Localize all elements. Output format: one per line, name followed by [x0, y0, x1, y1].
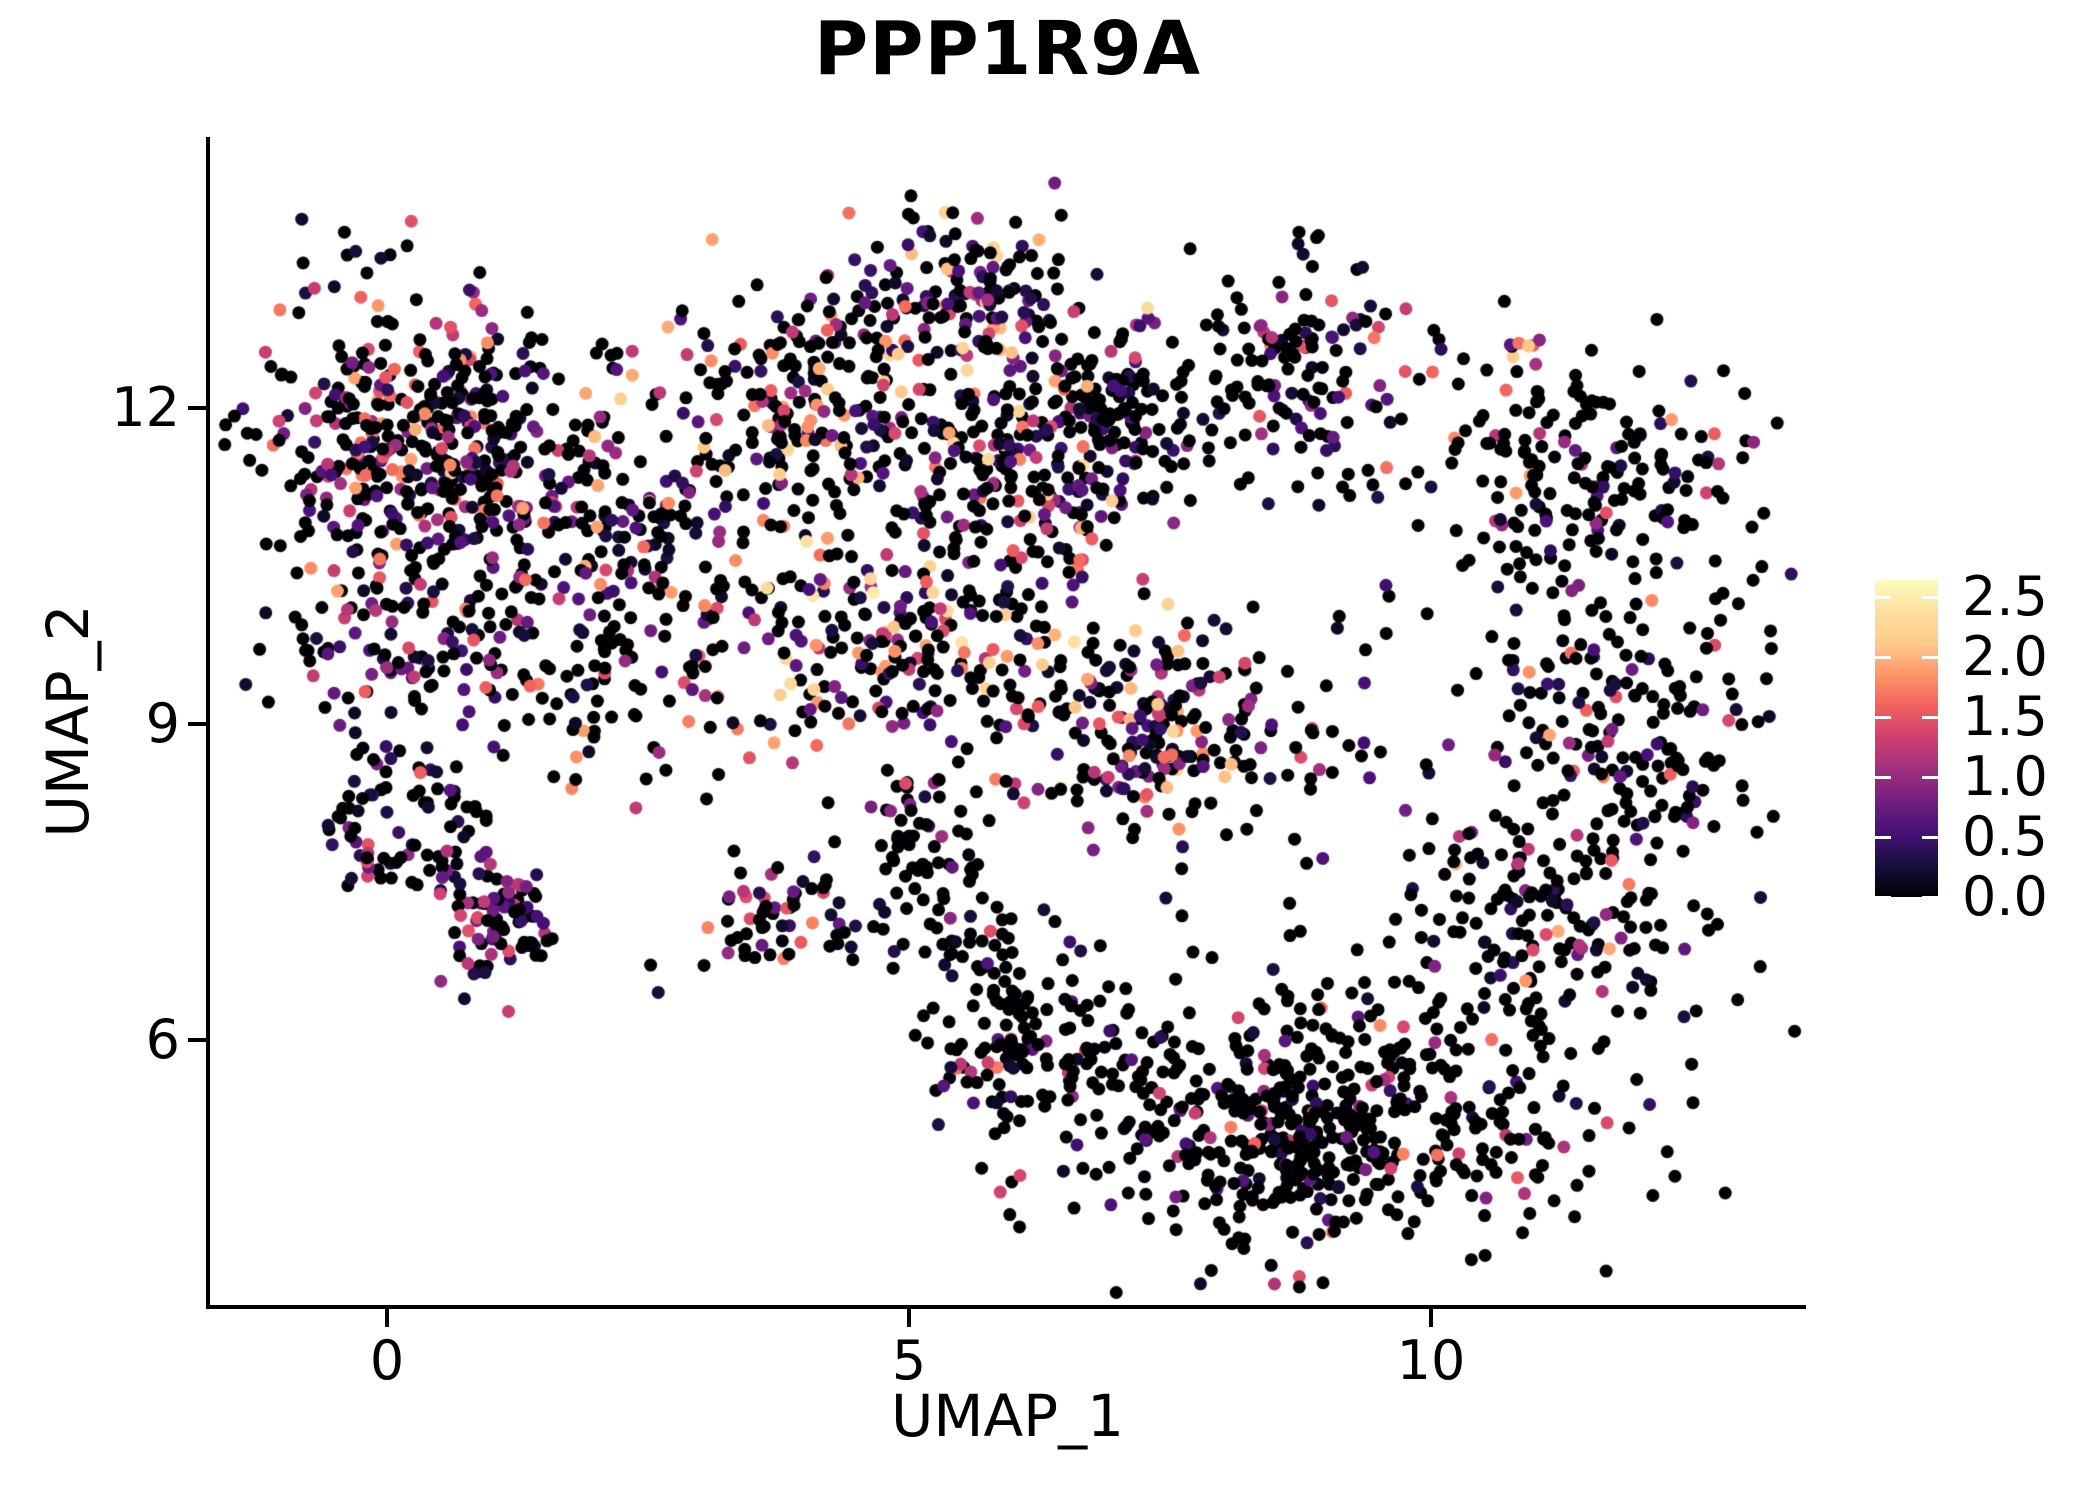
y-tick-mark [188, 721, 206, 726]
legend-tick-label: 2.0 [1962, 624, 2048, 688]
legend-tick-mark [1875, 896, 1891, 899]
y-tick-label: 6 [145, 1007, 180, 1071]
legend-tick-mark [1922, 715, 1938, 719]
plot-title: PPP1R9A [814, 6, 1201, 92]
y-tick-label: 12 [111, 376, 180, 439]
x-tick-label: 0 [369, 1329, 405, 1392]
legend-tick-mark [1875, 835, 1891, 839]
x-axis-line [206, 1305, 1806, 1309]
x-tick-mark [907, 1309, 911, 1327]
legend-tick-mark [1922, 896, 1938, 899]
legend-tick-label: 1.0 [1962, 744, 2048, 808]
y-tick-mark [188, 1037, 206, 1042]
legend-tick-mark [1875, 715, 1891, 719]
legend-tick-label: 2.5 [1962, 564, 2048, 628]
legend-tick-mark [1875, 775, 1891, 779]
legend-tick-label: 0.5 [1962, 804, 2048, 868]
y-tick-mark [188, 406, 206, 410]
legend-tick-mark [1922, 655, 1938, 659]
legend-tick-mark [1922, 595, 1938, 599]
y-tick-label: 9 [145, 691, 180, 755]
y-axis-line [206, 137, 210, 1309]
legend-tick-label: 1.5 [1962, 684, 2048, 748]
x-tick-mark [1429, 1309, 1433, 1327]
legend-tick-mark [1922, 775, 1938, 779]
x-axis-title: UMAP_1 [890, 1382, 1125, 1450]
legend-tick-mark [1875, 655, 1891, 659]
legend-tick-label: 0.0 [1962, 865, 2048, 928]
x-tick-mark [385, 1309, 389, 1327]
legend-tick-mark [1922, 835, 1938, 839]
x-tick-label: 5 [891, 1329, 927, 1392]
x-tick-label: 10 [1396, 1329, 1466, 1392]
legend-tick-mark [1875, 595, 1891, 599]
legend-colorbar [1875, 580, 1938, 897]
